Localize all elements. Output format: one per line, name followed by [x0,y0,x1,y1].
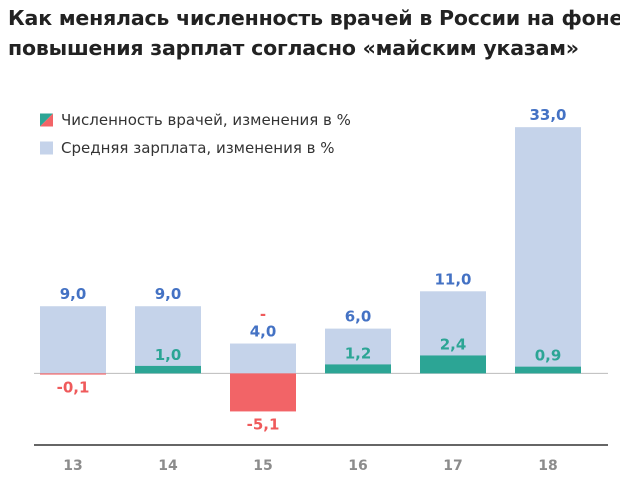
doctors-bar-13 [40,373,106,375]
salary-bar-15 [230,343,296,374]
chart-title: Как менялась численность врачей в России… [8,3,620,63]
salary-bar-13 [40,306,106,374]
salary-bar-14 [135,306,201,374]
legend-swatch-salary [40,141,53,155]
legend-label-salary: Средняя зарплата, изменения в % [61,139,334,157]
legend-item-doctors: Численность врачей, изменения в % [40,111,351,129]
salary-value-label-13: 9,0 [60,285,87,303]
doctors-bar-16 [325,364,391,374]
legend-label-doctors: Численность врачей, изменения в % [61,111,351,129]
doctors-value-label-14: 1,0 [155,346,182,364]
doctors-value-label-18: 0,9 [535,347,562,365]
value-labels-layer: 9,0 -0,1 9,0 1,0 4,0 -5,1 6,0 1,2 11,0 2,4 33,0 0,9… [57,106,567,433]
legend-swatch-doctors-red [40,113,53,127]
doctors-value-label-16: 1,2 [345,344,372,362]
salary-value-label-18: 33,0 [529,106,566,124]
bars-layer [40,127,581,412]
x-tick-label-14: 14 [158,458,178,474]
x-tick-label-16: 16 [348,458,367,474]
salary-value-label-16: 6,0 [345,308,372,326]
salary-value-label-15: 4,0 [250,323,277,341]
salary-bar-18 [515,127,581,374]
x-tick-label-18: 18 [538,458,557,474]
x-tick-label-17: 17 [443,458,462,474]
doctors-bar-17 [420,355,486,374]
x-tick-labels: 13 14 15 16 17 18 [63,458,557,474]
salary-value-label-14: 9,0 [155,285,182,303]
doctors-value-label-15: -5,1 [247,415,280,433]
annotation-15: - [260,306,266,324]
chart-title-line-2: повышения зарплат согласно «майским указ… [8,36,579,60]
doctors-bar-15 [230,373,296,412]
x-tick-label-15: 15 [253,458,272,474]
doctors-value-label-13: -0,1 [57,379,90,397]
legend: Численность врачей, изменения в % Средня… [40,111,351,157]
chart-title-line-1: Как менялась численность врачей в России… [8,6,620,30]
salary-value-label-17: 11,0 [434,270,471,288]
doctors-value-label-17: 2,4 [440,335,467,353]
doctors-bar-14 [135,365,201,374]
legend-item-salary: Средняя зарплата, изменения в % [40,139,334,157]
x-tick-label-13: 13 [63,458,82,474]
doctors-bar-18 [515,366,581,374]
